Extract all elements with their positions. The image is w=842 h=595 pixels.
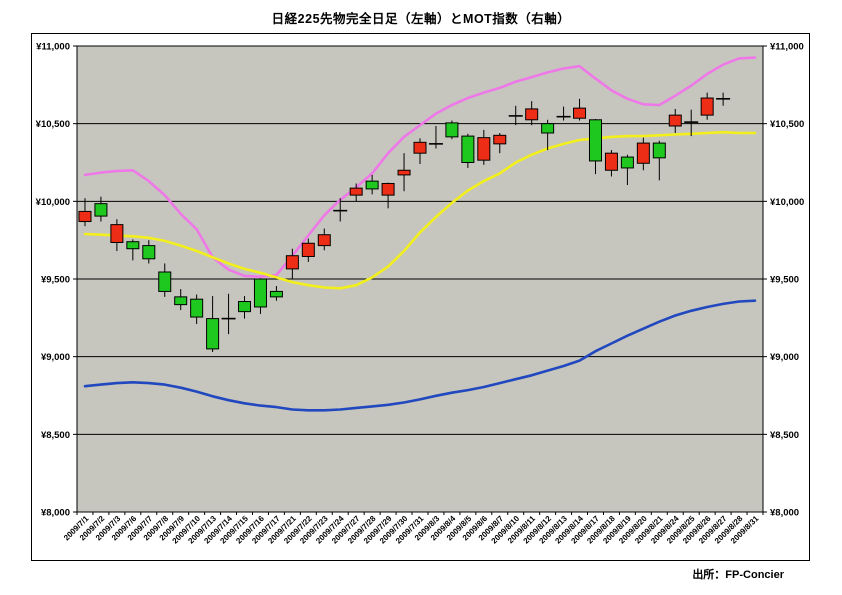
candle xyxy=(269,285,283,301)
candle xyxy=(397,153,411,192)
candle xyxy=(221,293,236,335)
candle xyxy=(652,140,666,181)
candle xyxy=(668,108,682,133)
candle xyxy=(285,248,299,279)
candle xyxy=(541,119,555,151)
candle xyxy=(508,105,523,126)
candle xyxy=(206,296,220,353)
left-axis-tick-label: ¥8,500 xyxy=(41,430,70,441)
candlestick-series xyxy=(78,92,731,353)
candle xyxy=(684,109,699,137)
left-axis-labels: ¥11,000 ¥10,500 ¥10,000 ¥9,500 ¥9,000 ¥8,500 ¥… xyxy=(36,42,70,519)
candle xyxy=(573,98,587,121)
candle xyxy=(142,240,156,264)
candle xyxy=(636,137,650,171)
left-axis-tick-label: ¥8,000 xyxy=(41,508,70,519)
candle xyxy=(620,154,634,186)
right-axis-tick-label: ¥9,500 xyxy=(770,275,799,286)
left-axis-tick-label: ¥11,000 xyxy=(36,42,70,53)
candle xyxy=(493,132,507,154)
candle xyxy=(588,119,602,175)
right-axis-tick-label: ¥8,000 xyxy=(770,508,799,519)
candle xyxy=(365,174,379,195)
candle xyxy=(477,129,491,165)
candle xyxy=(78,198,92,227)
candle xyxy=(238,296,252,319)
right-axis-labels: ¥11,000 ¥10,500 ¥10,000 ¥9,500 ¥9,000 ¥8,500 ¥… xyxy=(770,42,804,519)
candle xyxy=(349,183,363,202)
candle xyxy=(110,219,124,252)
series-yellow-line xyxy=(83,130,757,290)
right-axis-tick-label: ¥10,000 xyxy=(770,197,804,208)
left-axis-tick-label: ¥9,500 xyxy=(41,275,70,286)
candle xyxy=(253,278,267,314)
left-axis-tick-label: ¥10,000 xyxy=(36,197,70,208)
candle xyxy=(716,92,731,106)
candle xyxy=(413,138,427,165)
candle xyxy=(525,101,539,126)
candle xyxy=(461,133,475,168)
candle xyxy=(333,198,348,222)
chart-title: 日経225先物完全日足（左軸）とMOT指数（右軸） xyxy=(271,12,571,26)
candle xyxy=(700,92,714,120)
left-axis-tick-label: ¥10,500 xyxy=(36,119,70,130)
right-axis-tick-label: ¥10,500 xyxy=(770,119,804,130)
candle xyxy=(94,196,108,222)
candle xyxy=(174,289,188,311)
right-axis-tick-label: ¥11,000 xyxy=(770,42,804,53)
candle xyxy=(301,238,315,262)
candle xyxy=(445,120,459,140)
candle xyxy=(126,239,140,261)
right-axis-tick-label: ¥9,000 xyxy=(770,352,799,363)
plot-border xyxy=(76,45,764,513)
candle xyxy=(428,125,443,149)
series-magenta-line xyxy=(83,56,757,279)
candle xyxy=(158,263,172,297)
right-axis-tick-label: ¥8,500 xyxy=(770,430,799,441)
source-note: 出所：FP-Concier xyxy=(692,569,784,581)
candle xyxy=(190,294,204,325)
candle xyxy=(317,228,331,251)
candle xyxy=(604,150,618,177)
left-axis-tick-label: ¥9,000 xyxy=(41,352,70,363)
x-axis-labels: 2009/7/12009/7/22009/7/32009/7/62009/7/7… xyxy=(62,514,761,546)
candle xyxy=(556,106,571,121)
series-blue-line xyxy=(83,299,757,412)
candle xyxy=(381,182,395,209)
